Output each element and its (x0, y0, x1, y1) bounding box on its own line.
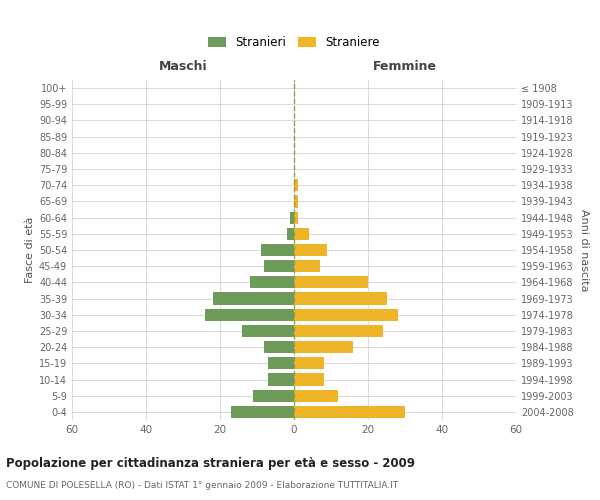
Text: Maschi: Maschi (158, 60, 208, 73)
Bar (294, 374, 323, 386)
Bar (294, 196, 298, 207)
Text: Popolazione per cittadinanza straniera per età e sesso - 2009: Popolazione per cittadinanza straniera p… (6, 458, 415, 470)
Bar (265, 260, 294, 272)
Bar (294, 179, 298, 192)
Bar (287, 228, 294, 240)
Bar (294, 244, 328, 256)
Bar (212, 292, 294, 304)
Bar (205, 308, 294, 321)
Bar (294, 212, 298, 224)
Text: Femmine: Femmine (373, 60, 437, 73)
Bar (265, 341, 294, 353)
Bar (294, 406, 405, 418)
Bar (268, 374, 294, 386)
Bar (294, 390, 338, 402)
Text: COMUNE DI POLESELLA (RO) - Dati ISTAT 1° gennaio 2009 - Elaborazione TUTTITALIA.: COMUNE DI POLESELLA (RO) - Dati ISTAT 1°… (6, 481, 398, 490)
Bar (294, 358, 323, 370)
Legend: Stranieri, Straniere: Stranieri, Straniere (203, 32, 385, 54)
Bar (250, 276, 294, 288)
Y-axis label: Fasce di età: Fasce di età (25, 217, 35, 283)
Bar (294, 308, 398, 321)
Bar (268, 358, 294, 370)
Bar (294, 292, 386, 304)
Bar (294, 228, 309, 240)
Bar (294, 276, 368, 288)
Bar (294, 325, 383, 337)
Bar (294, 341, 353, 353)
Bar (260, 244, 294, 256)
Bar (294, 260, 320, 272)
Y-axis label: Anni di nascita: Anni di nascita (579, 209, 589, 291)
Bar (242, 325, 294, 337)
Bar (253, 390, 294, 402)
Bar (290, 212, 294, 224)
Bar (231, 406, 294, 418)
